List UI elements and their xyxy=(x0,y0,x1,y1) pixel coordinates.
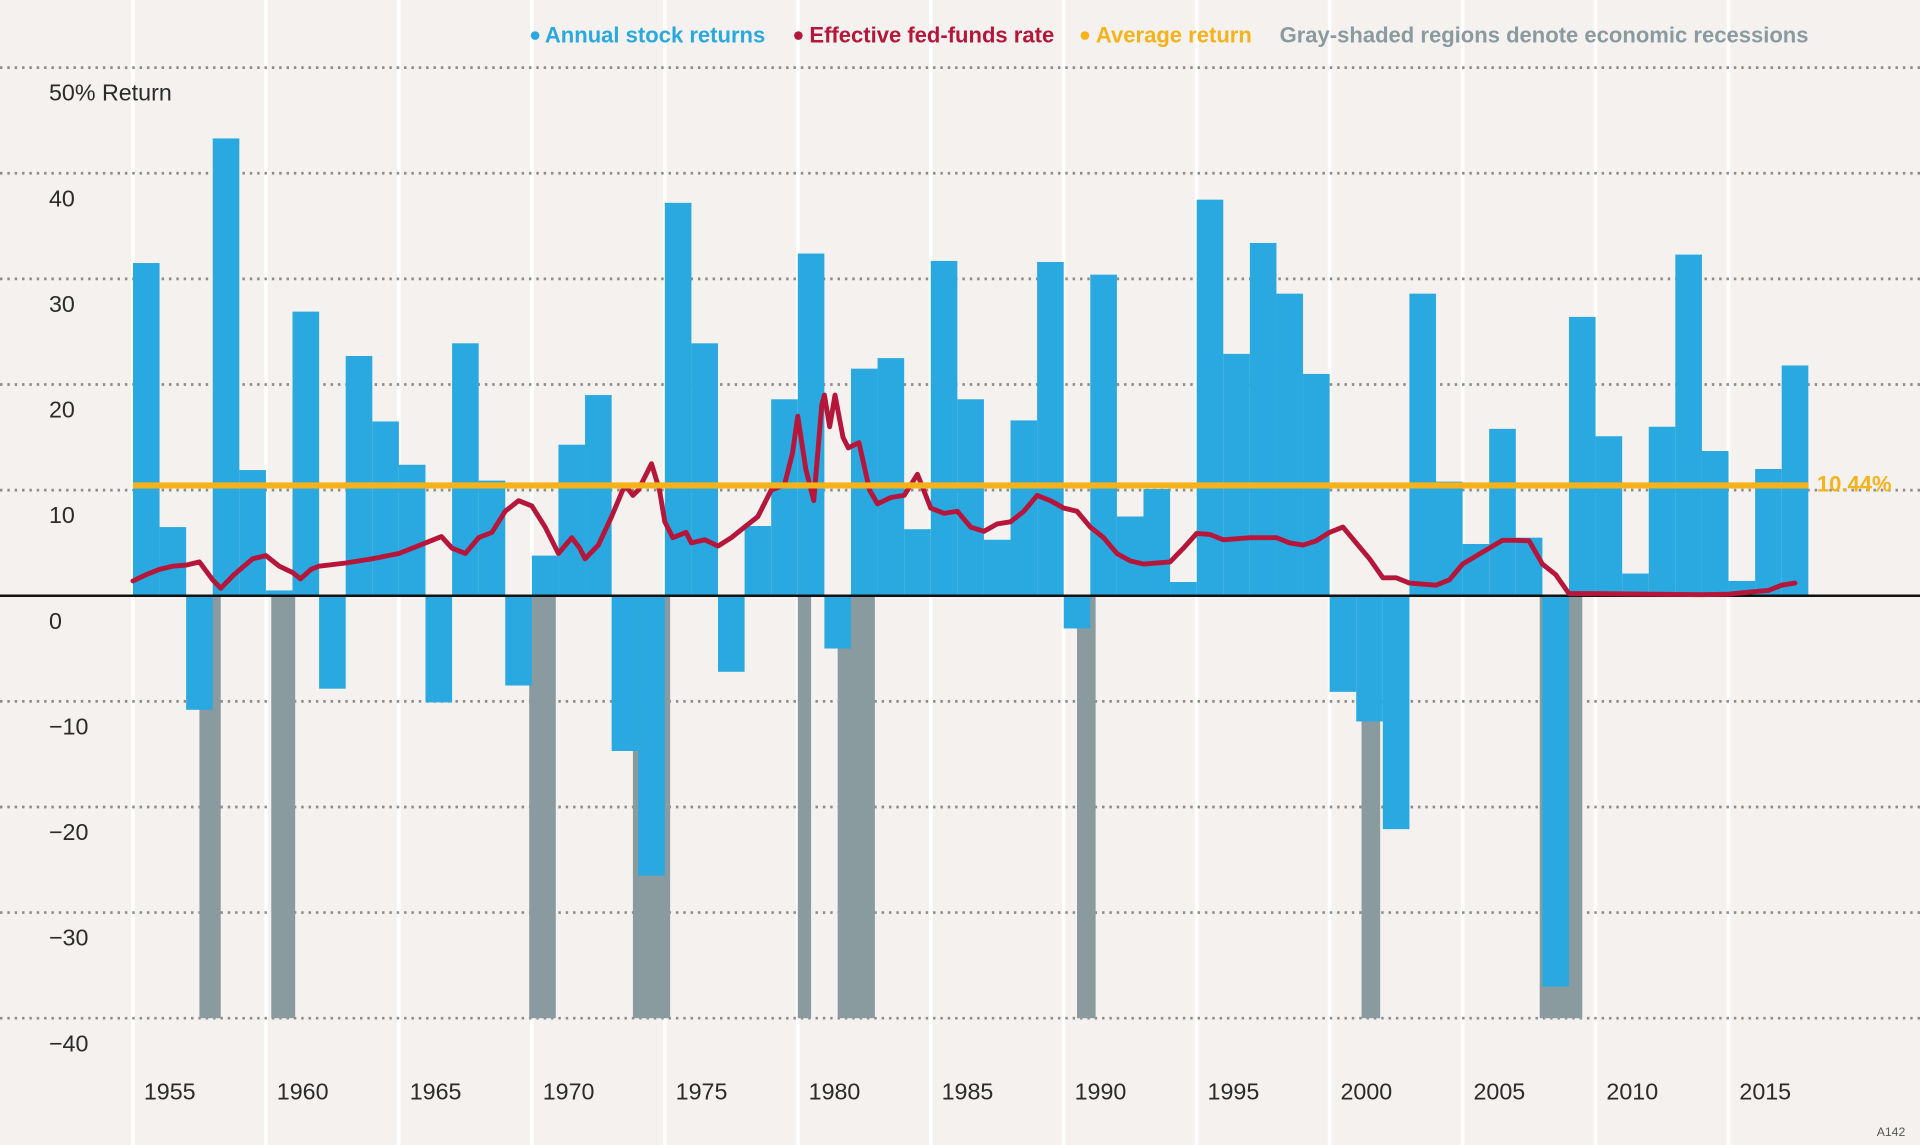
bar xyxy=(744,526,772,596)
x-tick-label: 1990 xyxy=(1075,1079,1127,1105)
bar xyxy=(505,595,532,686)
bar xyxy=(877,358,905,596)
bar xyxy=(1249,242,1277,596)
recession-band xyxy=(797,595,812,1019)
bar xyxy=(1595,436,1623,596)
bar xyxy=(531,555,559,596)
bar xyxy=(239,470,266,596)
bar xyxy=(691,343,719,596)
legend-label: Average return xyxy=(1096,23,1252,48)
x-tick-label: 1995 xyxy=(1208,1079,1260,1105)
y-tick-label: 50% Return xyxy=(49,80,172,106)
bar xyxy=(585,395,612,596)
bar xyxy=(824,595,851,649)
legend-dot xyxy=(794,31,803,40)
labels: Annual stock returns Effective fed-funds… xyxy=(49,23,1906,1139)
x-tick-label: 1970 xyxy=(543,1079,595,1105)
y-tick-label: −30 xyxy=(49,925,89,951)
y-tick-label: 0 xyxy=(49,608,62,634)
bar xyxy=(983,539,1011,596)
bar xyxy=(1622,573,1649,596)
x-tick-label: 1965 xyxy=(410,1079,462,1105)
legend-dot xyxy=(530,31,540,40)
y-tick-label: 30 xyxy=(49,291,75,317)
bar xyxy=(1170,582,1197,596)
bar xyxy=(1196,199,1224,596)
bar xyxy=(319,595,346,689)
bar xyxy=(1090,274,1117,596)
average-label: 10.44% xyxy=(1817,471,1892,496)
x-tick-label: 2000 xyxy=(1341,1079,1393,1105)
bar xyxy=(1356,595,1383,722)
legend-label: Annual stock returns xyxy=(545,23,765,48)
bar xyxy=(425,595,453,703)
marks xyxy=(0,138,1920,1019)
bar xyxy=(292,311,320,596)
bar xyxy=(132,263,160,596)
bar xyxy=(850,368,878,596)
y-tick-label: 40 xyxy=(49,185,75,211)
footnote: A142 xyxy=(1877,1125,1906,1139)
bar xyxy=(1515,537,1543,596)
bar xyxy=(718,595,745,672)
bar xyxy=(212,138,240,596)
bar xyxy=(638,595,665,876)
x-tick-label: 2005 xyxy=(1473,1079,1525,1105)
y-tick-label: −10 xyxy=(49,713,89,739)
bar xyxy=(1382,595,1410,830)
x-tick-label: 1980 xyxy=(809,1079,861,1105)
bar xyxy=(904,529,931,596)
bar xyxy=(186,595,213,710)
x-tick-label: 1975 xyxy=(676,1079,728,1105)
bar xyxy=(611,595,639,751)
bar xyxy=(345,355,373,596)
bar xyxy=(957,399,984,596)
x-tick-label: 2010 xyxy=(1606,1079,1658,1105)
legend-dot xyxy=(1080,31,1090,40)
bar xyxy=(1223,353,1250,596)
bar xyxy=(1409,293,1437,596)
bar xyxy=(159,527,187,596)
bar xyxy=(1648,426,1676,596)
x-tick-label: 2015 xyxy=(1739,1079,1791,1105)
bar xyxy=(1276,293,1304,596)
bar xyxy=(1143,489,1171,596)
bar xyxy=(1675,254,1702,596)
bar xyxy=(265,590,293,596)
bar xyxy=(372,421,399,596)
y-tick-label: 10 xyxy=(49,502,75,528)
recession-band xyxy=(271,595,296,1019)
x-tick-label: 1985 xyxy=(942,1079,994,1105)
bar xyxy=(1701,451,1729,596)
recession-band xyxy=(837,595,875,1019)
bar xyxy=(1568,316,1596,596)
x-tick-label: 1955 xyxy=(144,1079,196,1105)
bar xyxy=(1063,595,1091,629)
bar xyxy=(452,343,479,596)
y-tick-label: 20 xyxy=(49,397,75,423)
bar xyxy=(930,260,958,596)
bar xyxy=(1542,595,1569,987)
y-tick-label: −20 xyxy=(49,819,89,845)
legend-label: Effective fed-funds rate xyxy=(809,23,1054,48)
legend-note: Gray-shaded regions denote economic rece… xyxy=(1280,23,1809,48)
bar xyxy=(1037,261,1064,596)
x-tick-label: 1960 xyxy=(277,1079,329,1105)
recession-band xyxy=(1077,595,1096,1019)
bar xyxy=(558,444,586,596)
bar xyxy=(1489,428,1516,596)
bar xyxy=(1329,595,1357,692)
fed-funds-line xyxy=(130,392,1798,598)
bar xyxy=(1755,468,1782,596)
recession-band xyxy=(529,595,556,1019)
y-tick-label: −40 xyxy=(49,1030,89,1056)
bar xyxy=(1781,365,1809,596)
